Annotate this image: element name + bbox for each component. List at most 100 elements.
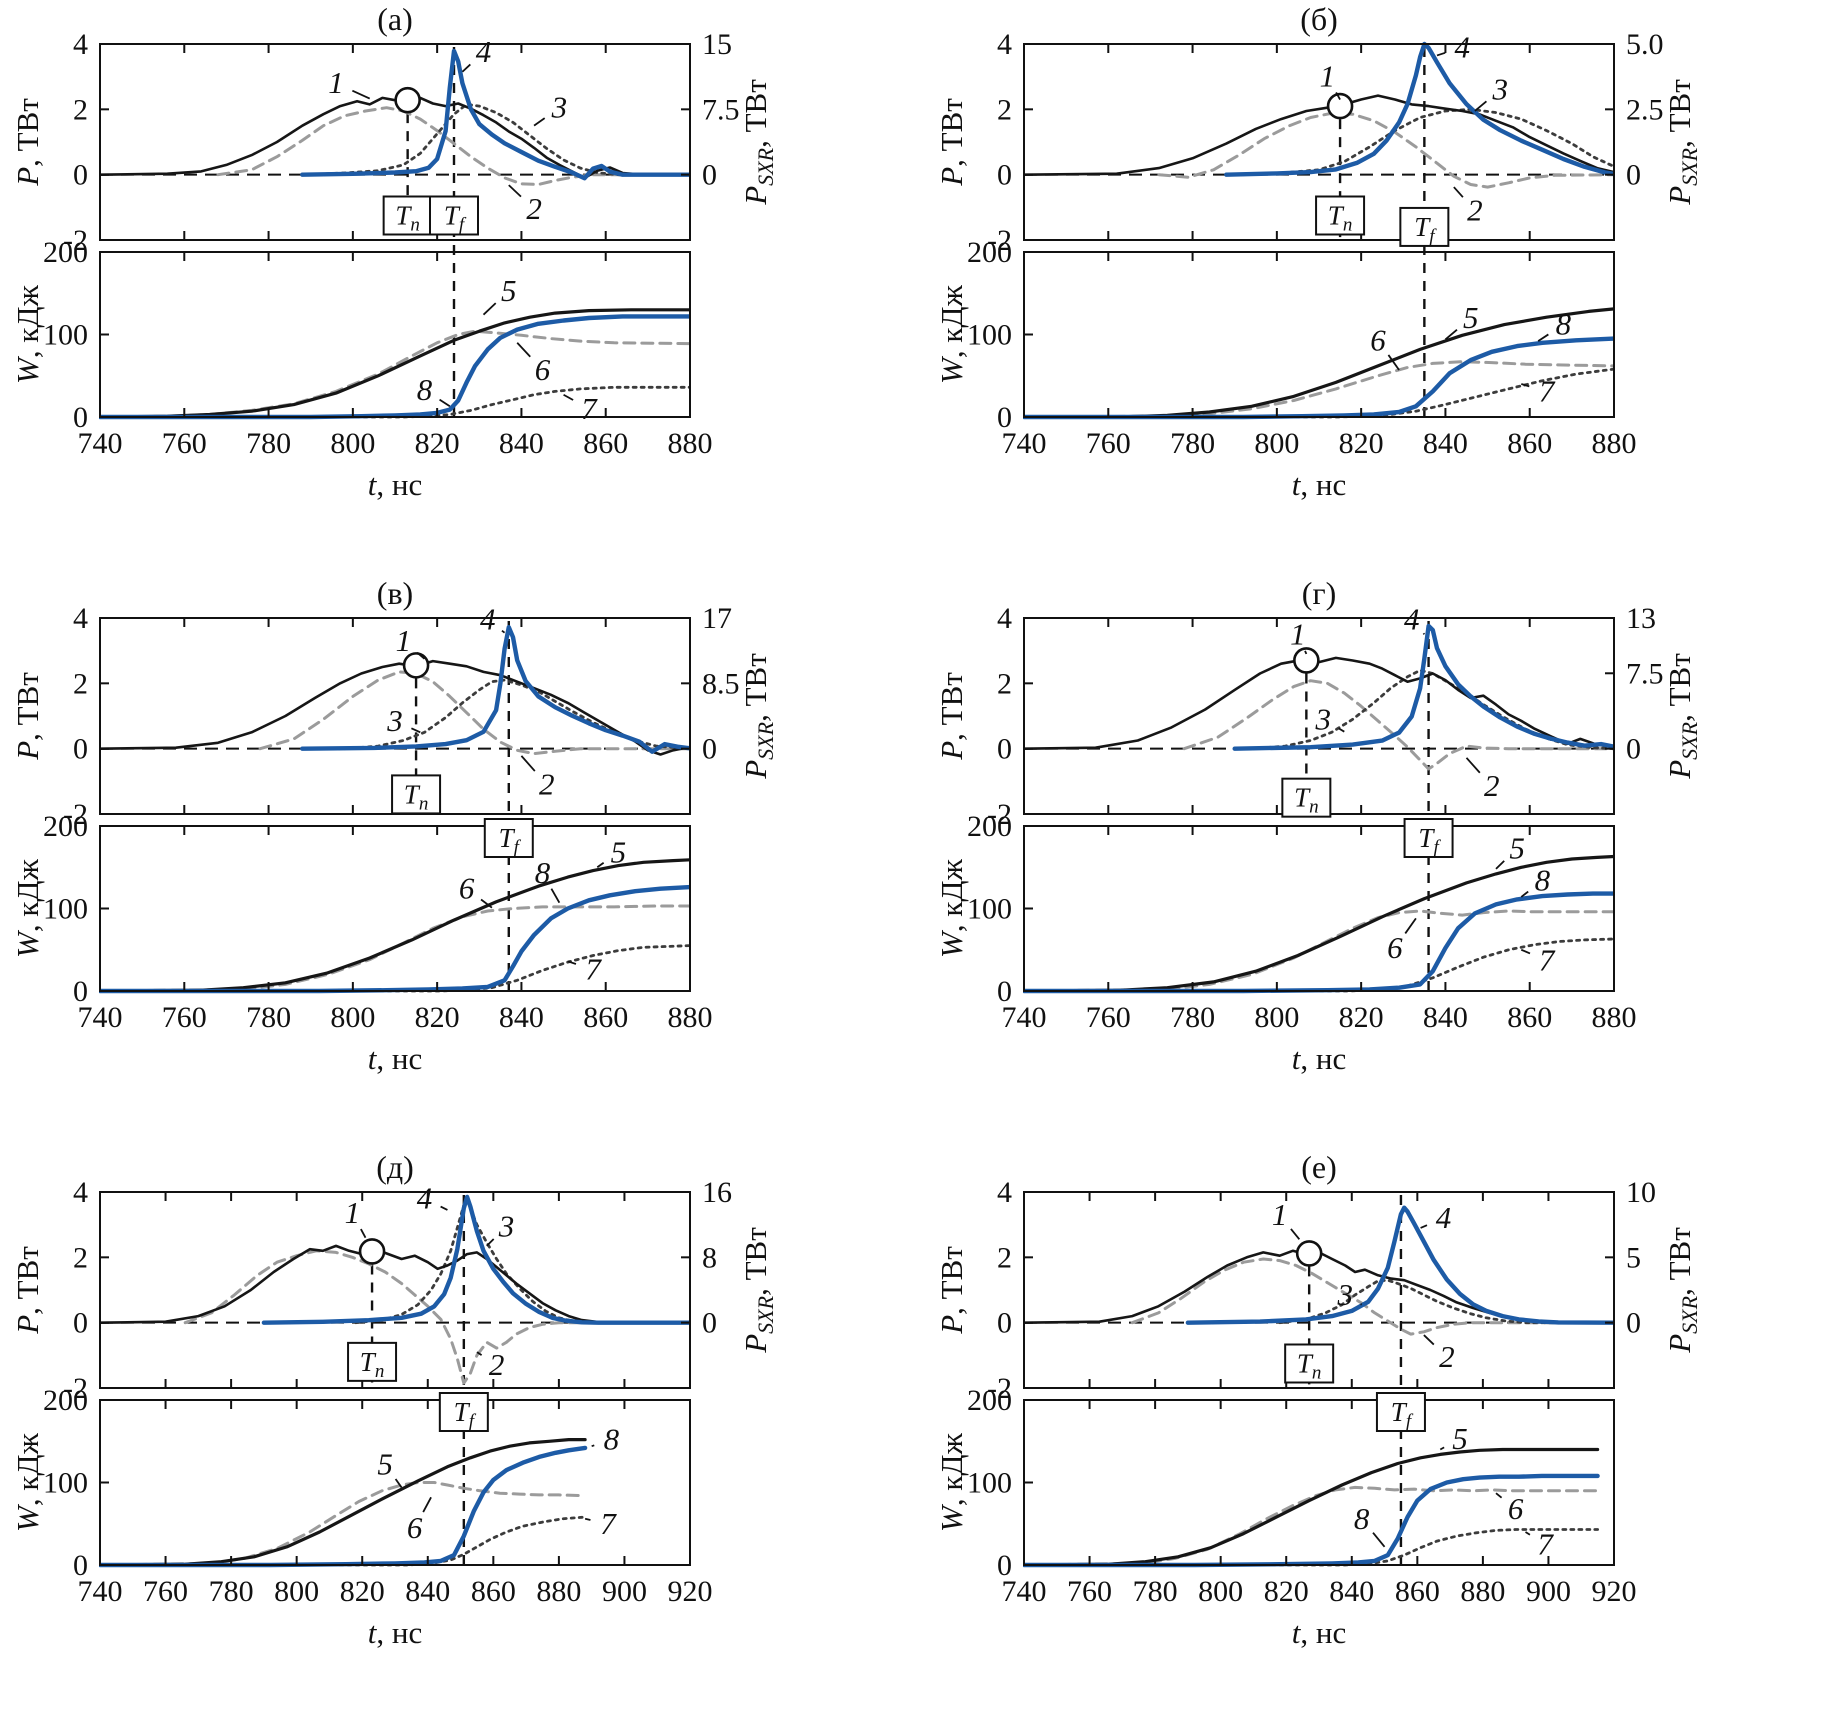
x-tick-label: 760 [143, 1575, 188, 1608]
curve-4-line [1232, 623, 1615, 751]
curve-8-leader [591, 1444, 595, 1448]
x-tick-label: 840 [1329, 1575, 1374, 1608]
w-axis-title: W, кДж [934, 284, 969, 384]
curve-3-leader [1474, 100, 1488, 112]
tn-box [347, 1341, 398, 1382]
bottom-plot-frame [1023, 825, 1615, 992]
panel-g: (г) 740 760 780 800 820 840 860 880 4 2 0 -2 13 7.5 0 20… [924, 574, 1848, 1148]
right-tick-label: 7.5 [1626, 657, 1664, 690]
curve-7-line [1023, 1528, 1599, 1567]
curve-2-leader [520, 755, 536, 772]
t-axis-title: t, нс [368, 1615, 422, 1650]
curve-6-leader [1387, 354, 1400, 371]
curve-4-leader [461, 63, 471, 73]
tn-label: Tn [395, 201, 420, 236]
curve-7-leader [584, 1517, 591, 1521]
tf-box [438, 1392, 489, 1432]
x-tick-label: 740 [78, 427, 123, 460]
curve-7-number: 7 [1537, 1526, 1554, 1561]
curve-3-number: 3 [1491, 72, 1508, 107]
x-tick-label: 880 [536, 1575, 581, 1608]
x-tick-label: 860 [583, 1001, 628, 1034]
x-tick-label: 900 [1526, 1575, 1571, 1608]
curve-2-leader [476, 1351, 483, 1356]
curve-2-line [183, 1249, 691, 1385]
w-axis-title: W, кДж [10, 284, 45, 384]
curve-2-leader [1453, 186, 1464, 198]
x-tick-label: 840 [1423, 427, 1468, 460]
curve-5-number: 5 [1509, 830, 1525, 865]
tn-label: Tn [1328, 201, 1353, 236]
curve-6-leader [480, 898, 493, 909]
x-tick-label: 840 [1423, 1001, 1468, 1034]
y-tick-label: -2 [63, 1372, 88, 1405]
curve-8-leader [1520, 890, 1529, 898]
x-tick-label: 880 [668, 1001, 713, 1034]
right-tick-label: 5.0 [1626, 28, 1664, 61]
y-tick-label: 0 [73, 975, 88, 1008]
p-axis-title: P, ТВт [934, 672, 969, 761]
curve-1-leader [1290, 1228, 1301, 1240]
right-tick-label: 17 [702, 602, 732, 635]
curve-8-line [99, 884, 691, 994]
x-tick-label: 840 [405, 1575, 450, 1608]
curve-7-leader [1521, 383, 1530, 388]
p-axis-title: P, ТВт [10, 672, 45, 761]
y-tick-label: 2 [997, 667, 1012, 700]
curve-3-number: 3 [551, 90, 568, 125]
curve-5-line [1023, 854, 1615, 993]
curve-8-number: 8 [535, 855, 551, 890]
curve-4-number: 4 [1404, 602, 1420, 637]
x-tick-label: 740 [1002, 427, 1047, 460]
x-tick-label: 820 [340, 1575, 385, 1608]
x-tick-label: 860 [1395, 1575, 1440, 1608]
curve-1-line [1023, 656, 1615, 750]
tn-label: Tn [1297, 1349, 1322, 1384]
curve-7-line [99, 385, 691, 419]
sxr-axis-title: PSXR, ТВт [738, 79, 778, 206]
y-tick-label: 0 [997, 401, 1012, 434]
x-tick-label: 760 [1067, 1575, 1112, 1608]
curve-5-number: 5 [1452, 1421, 1468, 1456]
tn-label: Tn [1294, 783, 1319, 818]
tn-label: Tn [404, 779, 429, 814]
curve-8-line [1023, 1473, 1600, 1568]
curve-1-leader [416, 651, 426, 660]
y-tick-label: 4 [997, 1176, 1012, 1209]
right-tick-label: 8.5 [702, 667, 740, 700]
x-tick-label: 880 [668, 427, 713, 460]
x-tick-label: 800 [1254, 1001, 1299, 1034]
curve-8-number: 8 [604, 1422, 620, 1457]
sxr-axis-title: PSXR, ТВт [738, 1227, 778, 1354]
curve-2-number: 2 [489, 1347, 505, 1382]
y-tick-label: 0 [73, 401, 88, 434]
curve-4-number: 4 [480, 602, 496, 637]
panel-a: (а) 740 760 780 800 820 840 860 880 4 2 0 -2 15 7.5 0 20… [0, 0, 924, 574]
curve-8-leader [1537, 333, 1549, 342]
x-tick-label: 760 [1086, 1001, 1131, 1034]
curve-3-line [1241, 107, 1615, 177]
tf-label: Tf [1418, 823, 1441, 858]
tf-box [429, 195, 479, 236]
curve-6-number: 6 [1508, 1491, 1524, 1526]
panel-title: (д) [376, 1149, 414, 1185]
curve-5-number: 5 [501, 273, 517, 308]
curve-8-line [1023, 891, 1615, 994]
curve-1-number: 1 [1290, 616, 1306, 651]
tn-box [1281, 777, 1332, 818]
curve-8-line [99, 314, 691, 420]
x-tick-label: 800 [1254, 427, 1299, 460]
y-tick-label: -2 [987, 224, 1012, 257]
curve-8-number: 8 [1556, 307, 1572, 342]
x-tick-label: 780 [1170, 1001, 1215, 1034]
y-tick-label: 0 [997, 159, 1012, 192]
curve-6-line [1023, 909, 1615, 993]
curve-3-number: 3 [498, 1208, 515, 1243]
x-tick-label: 800 [330, 1001, 375, 1034]
tf-label: Tf [454, 1397, 477, 1432]
curve-1-number: 1 [1272, 1197, 1288, 1232]
curve-3-leader [1360, 1303, 1363, 1306]
sxr-axis-title: PSXR, ТВт [1662, 653, 1702, 780]
tf-box [483, 818, 534, 858]
